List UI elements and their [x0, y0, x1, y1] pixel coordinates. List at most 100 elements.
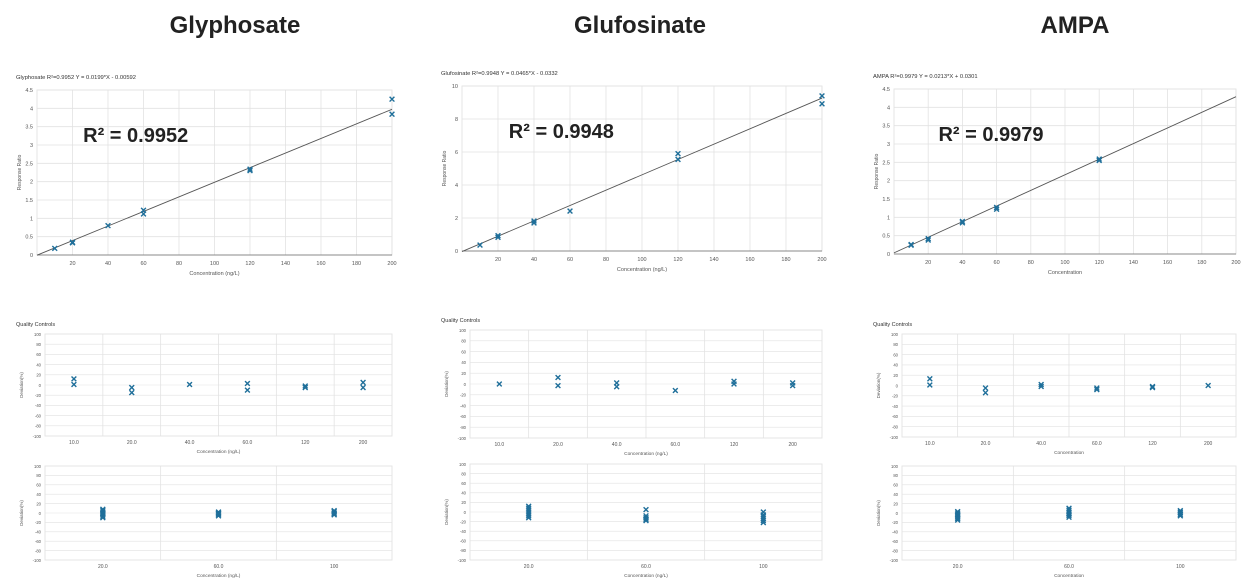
data-point — [1093, 386, 1100, 393]
data-point — [1038, 383, 1045, 390]
y-tick-label: 3.5 — [882, 124, 890, 130]
y-axis-label: Deviation(%) — [876, 372, 881, 398]
data-point — [819, 100, 825, 107]
y-tick-label: 0.5 — [25, 235, 33, 241]
y-tick-label: 40 — [893, 492, 898, 497]
y-tick-label: 2.5 — [25, 161, 33, 167]
data-point — [525, 514, 532, 521]
x-tick-label: 20.0 — [553, 442, 563, 448]
data-point — [128, 384, 135, 391]
data-point — [760, 517, 767, 524]
y-axis-label: Response Ratio — [442, 150, 448, 186]
y-tick-label: 4.5 — [882, 87, 890, 93]
qc-chart-glyphosate: -100 -80 -60 -40 -20 0 20 40 60 80 100 10.0 20.0 40.0… — [16, 322, 393, 455]
y-tick-label: -80 — [35, 548, 42, 553]
data-point — [496, 381, 503, 387]
x-axis-label: Concentration (ng/L) — [189, 271, 239, 277]
x-tick-label: 60.0 — [1092, 441, 1102, 447]
y-tick-label: 100 — [34, 464, 42, 469]
heading-glyphosate: Glyphosate — [169, 12, 301, 39]
data-point — [613, 383, 620, 390]
x-tick-label: 60 — [567, 257, 573, 263]
x-tick-label: 100 — [1176, 564, 1185, 570]
data-point — [247, 167, 253, 174]
y-tick-label: 8 — [455, 117, 458, 123]
data-point — [1093, 385, 1100, 391]
x-axis-label: Concentration — [1054, 573, 1084, 579]
data-point — [959, 218, 966, 225]
data-point — [1149, 384, 1156, 391]
y-tick-label: 10 — [452, 84, 458, 90]
data-point — [247, 166, 253, 173]
r-squared-annotation: R² = 0.9952 — [83, 125, 188, 147]
data-point — [675, 150, 681, 157]
data-point — [959, 219, 966, 226]
x-tick-label: 200 — [387, 261, 396, 267]
y-tick-label: -80 — [35, 424, 42, 429]
y-tick-label: 20 — [36, 373, 41, 378]
data-point — [925, 235, 932, 242]
x-tick-label: 100 — [1060, 260, 1069, 266]
y-axis-label: Response Ratio — [17, 154, 23, 190]
x-axis-label: Concentration (ng/L) — [617, 267, 667, 273]
y-tick-label: 40 — [36, 492, 41, 497]
y-tick-label: -40 — [35, 403, 42, 408]
data-point — [331, 507, 338, 514]
x-tick-label: 200 — [788, 442, 797, 448]
data-point — [1177, 511, 1184, 518]
data-point — [1066, 514, 1072, 521]
y-tick-label: 1 — [887, 215, 890, 221]
x-tick-label: 100 — [210, 261, 219, 267]
data-point — [244, 387, 251, 393]
y-tick-label: -80 — [892, 425, 899, 430]
data-point — [105, 222, 111, 229]
data-point — [69, 239, 76, 246]
data-point — [555, 382, 561, 389]
data-point — [926, 375, 933, 382]
y-tick-label: 80 — [461, 339, 466, 344]
data-point — [302, 383, 309, 389]
y-axis-label: Deviation(%) — [444, 499, 449, 525]
data-point — [731, 381, 737, 387]
data-point — [495, 232, 501, 239]
data-point — [244, 380, 251, 387]
x-tick-label: 200 — [1231, 260, 1240, 266]
data-point — [1066, 512, 1072, 519]
y-axis-label: Deviation(%) — [19, 372, 24, 398]
y-tick-label: 1.5 — [882, 197, 890, 203]
chart-subtitle: Glyphosate R²=0.9952 Y = 0.0199*X - 0.00… — [16, 75, 136, 81]
data-point — [331, 511, 338, 518]
x-axis-label: Concentration (ng/L) — [197, 449, 241, 455]
y-tick-label: -20 — [460, 393, 467, 398]
data-point — [643, 516, 649, 523]
y-tick-label: 0 — [455, 249, 458, 255]
data-point — [99, 514, 106, 521]
data-point — [71, 375, 77, 382]
y-tick-label: -60 — [35, 413, 42, 418]
y-tick-label: -100 — [33, 558, 42, 563]
y-tick-label: -20 — [35, 520, 42, 525]
y-tick-label: 60 — [36, 352, 41, 357]
x-tick-label: 20 — [495, 257, 501, 263]
y-tick-label: 3.5 — [25, 125, 33, 131]
x-tick-label: 120 — [301, 440, 310, 446]
x-tick-label: 20.0 — [524, 564, 534, 570]
chart-subtitle: AMPA R²=0.9979 Y = 0.0213*X + 0.0301 — [873, 74, 978, 80]
x-axis-label: Concentration (ng/L) — [624, 573, 668, 579]
x-tick-label: 160 — [1163, 260, 1172, 266]
y-tick-label: 20 — [461, 500, 466, 505]
data-point — [71, 381, 77, 388]
y-tick-label: -40 — [460, 529, 467, 534]
x-tick-label: 40.0 — [185, 440, 195, 446]
data-point — [993, 204, 1000, 211]
y-tick-label: 4 — [887, 105, 890, 111]
x-tick-label: 60.0 — [670, 442, 680, 448]
x-tick-label: 140 — [709, 257, 718, 263]
x-tick-label: 180 — [781, 257, 790, 263]
chart-subtitle: Glufosinate R²=0.9948 Y = 0.0465*X - 0.0… — [441, 71, 558, 77]
y-tick-label: 3 — [30, 143, 33, 149]
y-tick-label: -20 — [35, 393, 42, 398]
x-tick-label: 40.0 — [612, 442, 622, 448]
y-tick-label: 100 — [891, 332, 899, 337]
x-tick-label: 60.0 — [243, 440, 253, 446]
